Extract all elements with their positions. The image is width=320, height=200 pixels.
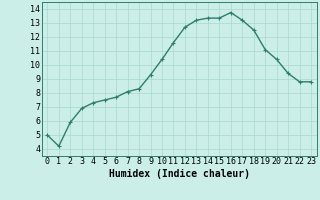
- X-axis label: Humidex (Indice chaleur): Humidex (Indice chaleur): [109, 169, 250, 179]
